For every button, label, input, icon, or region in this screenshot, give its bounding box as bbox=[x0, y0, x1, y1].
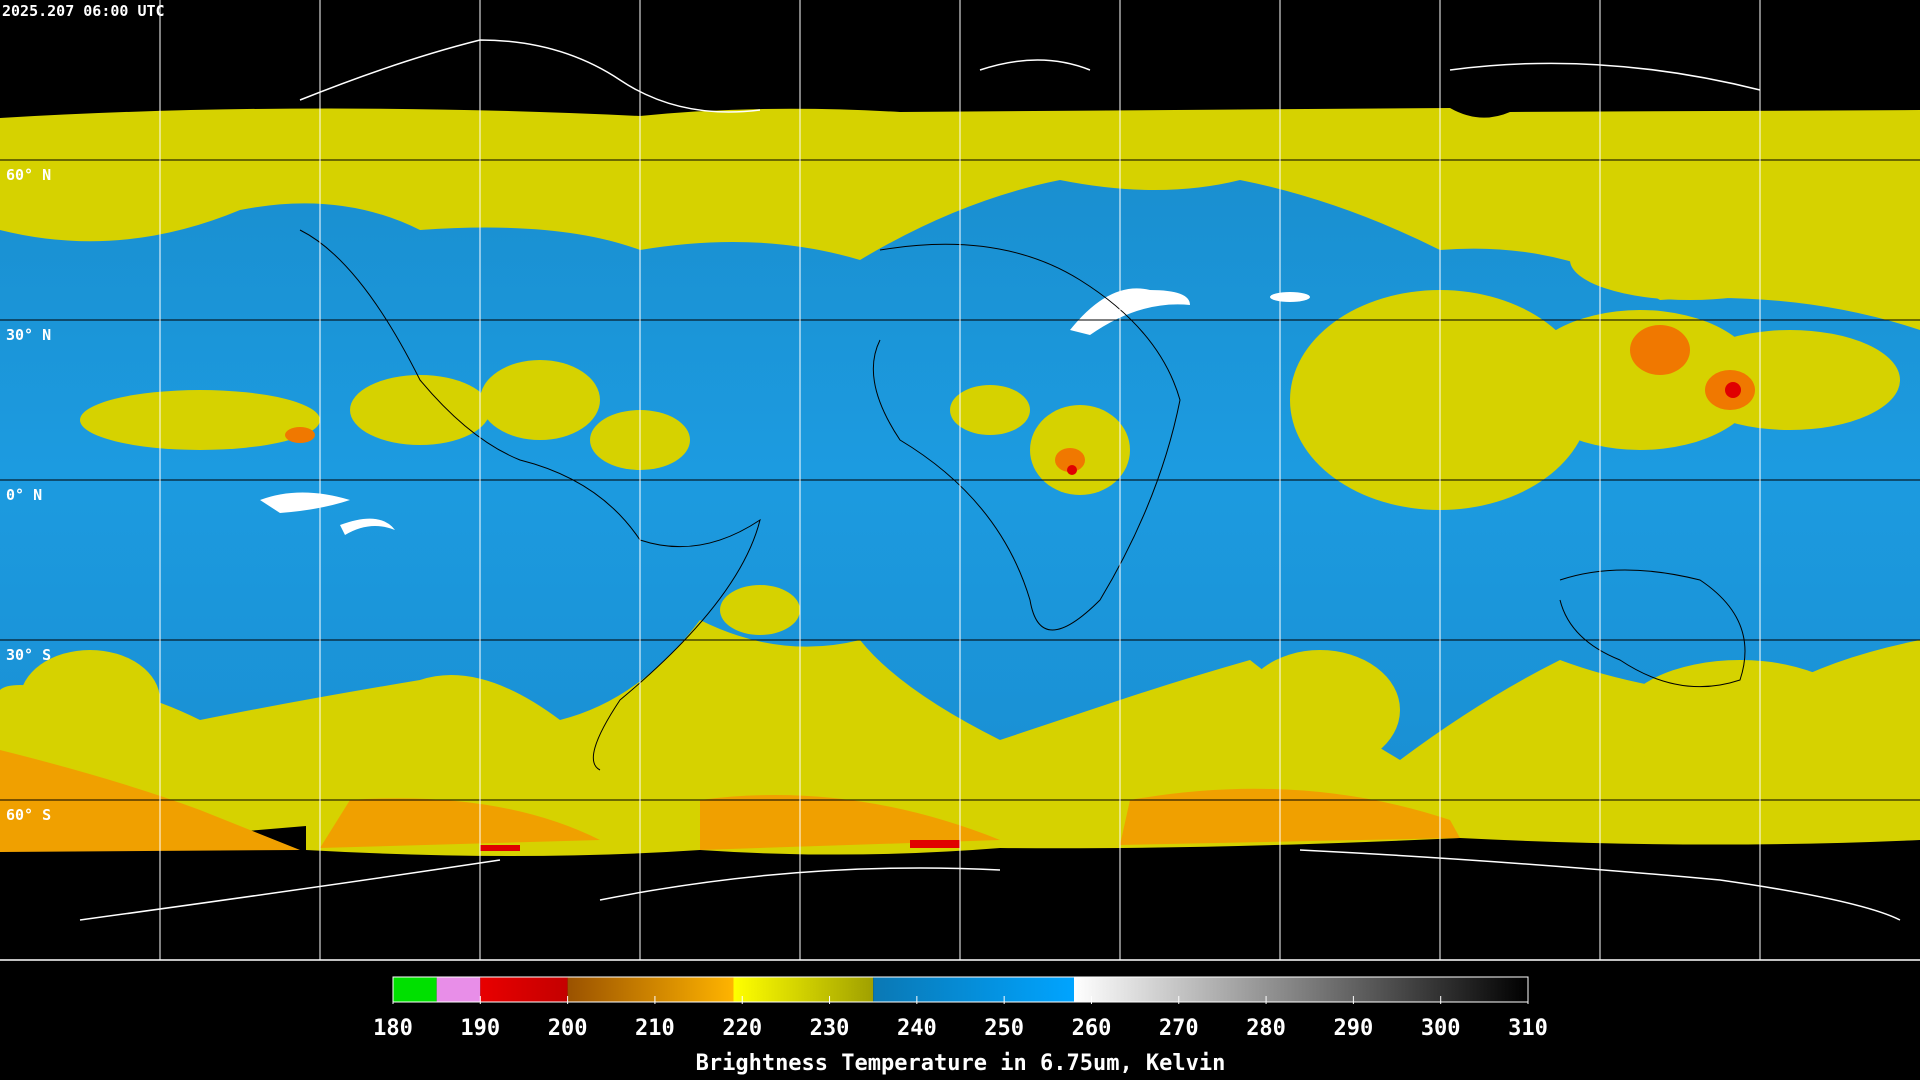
convection bbox=[20, 220, 1900, 780]
colorbar-tick-label: 260 bbox=[1072, 1016, 1112, 1041]
colorbar-tick-label: 310 bbox=[1508, 1016, 1548, 1041]
colorbar-tick-label: 180 bbox=[373, 1016, 413, 1041]
colorbar-segment bbox=[873, 977, 1074, 1002]
colorbar-tick-label: 300 bbox=[1421, 1016, 1461, 1041]
colorbar-tick-label: 200 bbox=[548, 1016, 588, 1041]
coldest-tops bbox=[480, 382, 1741, 851]
latitude-label: 60° N bbox=[6, 166, 51, 184]
latitude-labels: 60° N 30° N 0° N 30° S 60° S bbox=[6, 166, 51, 824]
colorbar-tick-label: 290 bbox=[1334, 1016, 1374, 1041]
colorbar-segment bbox=[733, 977, 874, 1002]
colorbar-tick-label: 280 bbox=[1246, 1016, 1286, 1041]
colorbar-tick-label: 270 bbox=[1159, 1016, 1199, 1041]
colorbar: 180 190 200 210 220 230 240 250 260 270 280 290 300 3… bbox=[373, 976, 1548, 1076]
warm-patches bbox=[260, 288, 1310, 535]
colorbar-segment bbox=[393, 977, 437, 1002]
imagery-orange-band bbox=[0, 750, 1460, 852]
colorbar-segment bbox=[436, 977, 481, 1002]
coastlines-polar bbox=[79, 39, 1901, 921]
colorbar-tick-label: 210 bbox=[635, 1016, 675, 1041]
timestamp: 2025.207 06:00 UTC bbox=[2, 2, 165, 20]
colorbar-tick-label: 240 bbox=[897, 1016, 937, 1041]
latitude-label: 0° N bbox=[6, 486, 42, 504]
colorbar-segment bbox=[1074, 977, 1528, 1002]
colorbar-border bbox=[392, 976, 1529, 1003]
latitude-label: 60° S bbox=[6, 806, 51, 824]
meridians bbox=[159, 0, 1761, 960]
latitude-label: 30° S bbox=[6, 646, 51, 664]
colorbar-segment bbox=[567, 977, 734, 1002]
colorbar-segment bbox=[480, 977, 568, 1002]
colorbar-tick-label: 230 bbox=[810, 1016, 850, 1041]
latitude-label: 30° N bbox=[6, 326, 51, 344]
colorbar-tick-label: 190 bbox=[460, 1016, 500, 1041]
colorbar-label: Brightness Temperature in 6.75um, Kelvin bbox=[696, 1051, 1226, 1076]
colorbar-tick-label: 250 bbox=[984, 1016, 1024, 1041]
colorbar-tick-label: 220 bbox=[722, 1016, 762, 1041]
